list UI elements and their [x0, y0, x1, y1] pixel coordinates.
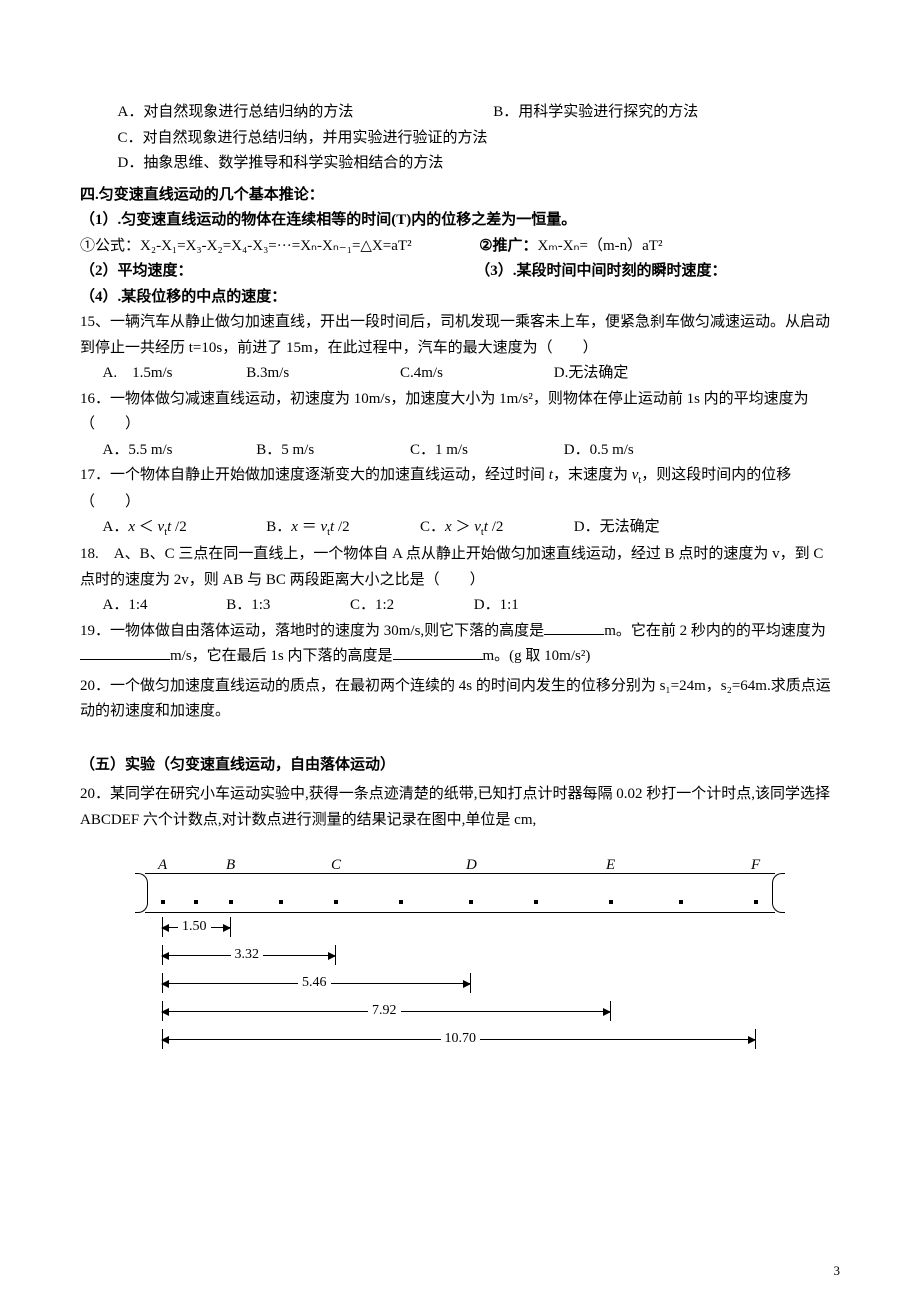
- q16-b: B．5 m/s: [256, 438, 406, 464]
- q17-b: B．x ＝ vtt /2: [266, 515, 416, 542]
- q16-text: 16．一物体做匀减速直线运动，初速度为 10m/s，加速度大小为 1m/s²，则…: [80, 387, 840, 438]
- sec4-title: 四.匀变速直线运动的几个基本推论：: [80, 183, 840, 209]
- q18-opts: A．1:4 B．1:3 C．1:2 D．1:1: [80, 593, 840, 619]
- q18-d: D．1:1: [474, 597, 519, 613]
- q15-c: C.4m/s: [400, 361, 550, 387]
- dimension-lines: 1.503.325.467.9210.70: [140, 917, 780, 1053]
- q15-a: A. 1.5m/s: [103, 361, 243, 387]
- q15-d: D.无法确定: [554, 365, 629, 381]
- q14-opt-c: C．对自然现象进行总结归纳，并用实验进行验证的方法: [118, 126, 841, 152]
- formula1: X₂-X₁=X₃-X₂=X₄-X₃=···=Xₙ-Xₙ₋₁=△X=aT²: [140, 238, 412, 254]
- sec4-formula-row: ①公式：X₂-X₁=X₃-X₂=X₄-X₃=···=Xₙ-Xₙ₋₁=△X=aT²…: [80, 234, 840, 260]
- formula1-label: ①公式：: [80, 238, 140, 254]
- q17-a: A．x ＜ vtt /2: [103, 515, 263, 542]
- q15-b: B.3m/s: [246, 361, 396, 387]
- q20a-text: 20．一个做匀加速度直线运动的质点，在最初两个连续的 4s 的时间内发生的位移分…: [80, 674, 840, 725]
- sec5-title: （五）实验（匀变速直线运动，自由落体运动）: [80, 753, 840, 779]
- blank-3: [393, 644, 483, 660]
- formula2: Xₘ-Xₙ=（m-n）aT²: [538, 238, 663, 254]
- q16-opts: A．5.5 m/s B．5 m/s C．1 m/s D．0.5 m/s: [80, 438, 840, 464]
- q18-b: B．1:3: [226, 593, 346, 619]
- tape-notch-left: [135, 873, 145, 913]
- q16-d: D．0.5 m/s: [564, 442, 634, 458]
- q18-c: C．1:2: [350, 593, 470, 619]
- q17-text: 17．一个物体自静止开始做加速度逐渐变大的加速直线运动，经过时间 t，末速度为 …: [80, 463, 840, 515]
- tape-notch-right: [775, 873, 785, 913]
- q15-opts: A. 1.5m/s B.3m/s C.4m/s D.无法确定: [80, 361, 840, 387]
- q14-options: A．对自然现象进行总结归纳的方法 B．用科学实验进行探究的方法 C．对自然现象进…: [80, 100, 840, 177]
- q14-opt-b: B．用科学实验进行探究的方法: [493, 100, 698, 126]
- sec4-p3: （3）.某段时间中间时刻的瞬时速度：: [475, 259, 726, 285]
- q17-c: C．x ＞ vtt /2: [420, 515, 570, 542]
- tape-diagram: A B C D E F 1.503.325.467.9210.70: [140, 853, 780, 1053]
- blank-1: [544, 619, 604, 635]
- q17-d: D．无法确定: [574, 519, 660, 535]
- q15-text: 15、一辆汽车从静止做匀加速直线，开出一段时间后，司机发现一乘客未上车，便紧急刹…: [80, 310, 840, 361]
- sec4-p4: （4）.某段位移的中点的速度：: [80, 285, 840, 311]
- formula2-label: ②推广：: [479, 238, 537, 254]
- q20b-text: 20．某同学在研究小车运动实验中,获得一条点迹清楚的纸带,已知打点计时器每隔 0…: [80, 782, 840, 833]
- page-number: 3: [834, 1260, 841, 1282]
- q18-text: 18. A、B、C 三点在同一直线上，一个物体自 A 点从静止开始做匀加速直线运…: [80, 542, 840, 593]
- sec4-p1: （1）.匀变速直线运动的物体在连续相等的时间(T)内的位移之差为一恒量。: [80, 208, 840, 234]
- sec4-p2: （2）平均速度：: [80, 259, 475, 285]
- q16-c: C．1 m/s: [410, 438, 560, 464]
- q19-text: 19．一物体做自由落体运动，落地时的速度为 30m/s,则它下落的高度是m。它在…: [80, 619, 840, 670]
- q17-opts: A．x ＜ vtt /2 B．x ＝ vtt /2 C．x ＞ vtt /2 D…: [80, 515, 840, 542]
- tape-strip: [140, 873, 780, 913]
- blank-2: [80, 644, 170, 660]
- q16-a: A．5.5 m/s: [103, 438, 253, 464]
- q18-a: A．1:4: [103, 593, 223, 619]
- q14-opt-a: A．对自然现象进行总结归纳的方法: [118, 100, 494, 126]
- q14-opt-d: D．抽象思维、数学推导和科学实验相结合的方法: [118, 151, 841, 177]
